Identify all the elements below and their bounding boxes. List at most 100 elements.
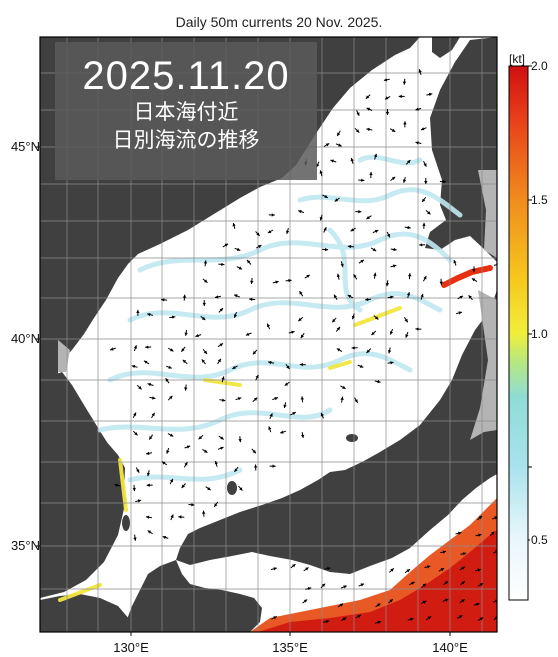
current-arrow-head bbox=[422, 600, 427, 604]
current-arrow-head bbox=[238, 266, 243, 270]
current-arrow-head bbox=[202, 510, 206, 514]
current-arrow-head bbox=[220, 436, 224, 440]
lat-label-40: 40°N bbox=[10, 331, 40, 346]
current-arrow-head bbox=[461, 566, 465, 570]
current-arrow-head bbox=[298, 210, 302, 214]
current-arrow-head bbox=[162, 535, 167, 540]
current-arrow-head bbox=[366, 216, 370, 220]
current-arrow-head bbox=[336, 327, 340, 331]
current-arrow-head bbox=[377, 620, 381, 624]
current-arrow-head bbox=[402, 179, 407, 183]
current-arrow-head bbox=[361, 178, 365, 182]
current-arrow-head bbox=[360, 259, 364, 263]
island-tsushima bbox=[122, 515, 130, 531]
current-arrow-head bbox=[170, 514, 174, 518]
current-arrow-head bbox=[292, 412, 296, 416]
current-arrow-head bbox=[366, 107, 371, 111]
current-arrow-head bbox=[343, 585, 347, 589]
current-arrow-head bbox=[324, 247, 329, 252]
current-arrow-head bbox=[303, 599, 308, 603]
current-arrow-head bbox=[387, 233, 390, 238]
current-arrow-head bbox=[406, 569, 410, 573]
current-arrow-head bbox=[152, 396, 156, 400]
current-arrow-head bbox=[468, 295, 472, 299]
current-arrow-head bbox=[373, 153, 378, 158]
current-arrow-head bbox=[337, 132, 341, 136]
current-arrow-head bbox=[373, 272, 377, 277]
current-arrow-head bbox=[319, 217, 323, 221]
current-arrow-head bbox=[252, 350, 257, 355]
current-arrow-head bbox=[301, 434, 305, 438]
current-arrow-head bbox=[268, 360, 272, 365]
current-arrow-head bbox=[390, 331, 394, 335]
colorbar bbox=[508, 65, 529, 601]
current-arrow-head bbox=[342, 385, 346, 389]
current-arrow-head bbox=[170, 348, 174, 352]
current-arrow-head bbox=[286, 365, 290, 369]
current-arrow-head bbox=[357, 614, 361, 618]
current-arrow-head bbox=[422, 583, 427, 587]
current-arrow-head bbox=[217, 358, 221, 363]
current-arrow-head bbox=[224, 243, 229, 247]
current-arrow-head bbox=[442, 179, 446, 184]
current-arrow-head bbox=[166, 450, 170, 454]
current-arrow-head bbox=[407, 225, 411, 230]
current-arrow-head bbox=[403, 121, 407, 125]
current-arrow-head bbox=[461, 599, 465, 603]
current-arrow-head bbox=[418, 69, 422, 73]
current-arrow-head bbox=[169, 395, 173, 400]
current-arrow-head bbox=[133, 537, 137, 541]
current-arrow-head bbox=[182, 359, 187, 364]
current-arrow-head bbox=[459, 295, 463, 299]
current-arrow-head bbox=[181, 348, 185, 352]
current-arrow-head bbox=[478, 515, 483, 520]
current-arrow-head bbox=[234, 468, 238, 472]
current-arrow-head bbox=[237, 397, 242, 401]
current-arrow-head bbox=[207, 487, 211, 491]
current-arrow-head bbox=[288, 278, 292, 283]
current-arrow-head bbox=[234, 294, 238, 298]
current-arrow-head bbox=[247, 260, 251, 264]
current-arrow-head bbox=[184, 387, 188, 391]
current-arrow-head bbox=[182, 294, 187, 298]
current-arrow-head bbox=[255, 374, 259, 379]
current-arrow-head bbox=[145, 345, 149, 349]
current-arrow-head bbox=[172, 315, 176, 319]
current-arrow-head bbox=[273, 616, 277, 620]
kuroshio-core bbox=[258, 530, 497, 632]
current-arrow-head bbox=[299, 362, 303, 367]
current-arrow-head bbox=[340, 263, 344, 268]
current-arrow-head bbox=[306, 274, 310, 278]
current-arrow-head bbox=[359, 364, 364, 368]
current-arrow-head bbox=[250, 280, 254, 284]
current-arrow-head bbox=[427, 211, 431, 215]
current-arrow-head bbox=[390, 361, 394, 365]
current-arrow-head bbox=[204, 279, 208, 283]
current-arrow-head bbox=[165, 378, 169, 382]
colorbar-tick-0-5: 0.5 bbox=[531, 533, 548, 547]
current-arrow-head bbox=[476, 602, 480, 606]
current-arrow-head bbox=[491, 531, 495, 535]
current-arrow-head bbox=[169, 433, 174, 437]
badge-date: 2025.11.20 bbox=[82, 54, 290, 98]
current-arrow-head bbox=[168, 365, 172, 369]
date-badge: 2025.11.20 日本海付近 日別海流の推移 bbox=[55, 42, 317, 180]
current-arrow-head bbox=[181, 484, 185, 488]
current-arrow-head bbox=[390, 568, 394, 572]
current-arrow-head bbox=[300, 396, 304, 400]
current-arrow-head bbox=[338, 143, 342, 147]
current-arrow-head bbox=[202, 302, 206, 306]
current-arrow-head bbox=[239, 487, 243, 491]
current-arrow-head bbox=[347, 295, 352, 298]
island-sado bbox=[346, 434, 358, 442]
lon-label-130: 130°E bbox=[113, 640, 149, 655]
colorbar-unit: [kt] bbox=[509, 52, 526, 66]
current-arrow-head bbox=[319, 170, 323, 174]
current-arrow-head bbox=[422, 222, 426, 226]
current-arrow-head bbox=[419, 243, 423, 247]
current-arrow-head bbox=[422, 198, 426, 202]
colorbar-tick-2-0: 2.0 bbox=[531, 59, 548, 73]
current-arrow-head bbox=[391, 176, 396, 181]
current-arrow-head bbox=[191, 503, 195, 507]
current-arrow-head bbox=[291, 330, 295, 334]
